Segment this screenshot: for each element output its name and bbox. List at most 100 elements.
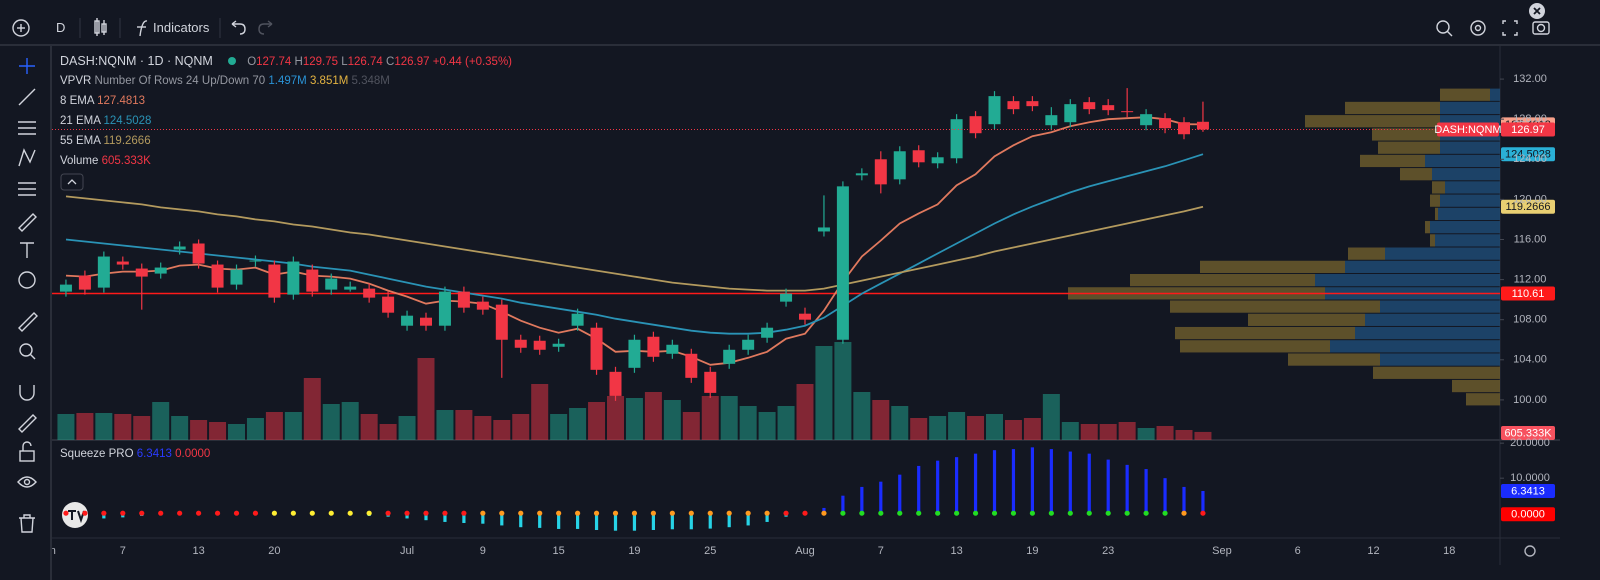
candle-body	[401, 315, 414, 326]
lock-tool[interactable]	[19, 450, 35, 462]
delete-tool[interactable]	[19, 514, 35, 533]
volume-bar	[512, 414, 530, 440]
volume-bar	[1118, 422, 1136, 440]
x-tick-label: 15	[553, 545, 565, 557]
squeeze-dot	[1143, 510, 1149, 516]
squeeze-bar	[557, 513, 561, 529]
squeeze-bar	[519, 513, 523, 528]
y-tick-label: 116.00	[1514, 233, 1547, 245]
volume-bar	[417, 358, 435, 440]
symbol-tag: DASH:NQNM	[1434, 124, 1501, 136]
squeeze-dot	[1010, 510, 1017, 516]
zoom-tool[interactable]	[19, 343, 33, 357]
vpvr-down	[1373, 366, 1500, 379]
icon-tool[interactable]	[18, 271, 36, 289]
squeeze-bar	[1201, 490, 1205, 514]
vpvr-total: 5.348M	[351, 75, 390, 87]
add-symbol-icon[interactable]	[12, 19, 30, 37]
screenshot-icon[interactable]	[1532, 21, 1550, 35]
x-tick-label: 13	[192, 545, 204, 557]
lock-drawings-tool[interactable]	[18, 414, 37, 433]
y-tick-label: 112.00	[1514, 273, 1547, 285]
high-label: H	[294, 56, 303, 68]
magnet-tool[interactable]	[19, 385, 35, 401]
volume-tag: 605.333K	[1504, 427, 1552, 439]
volume-bar	[1042, 394, 1060, 440]
candle-body	[799, 313, 811, 320]
time-axis: Jun 7 13 20 Jul 9 15 19 25 Aug 7 13 19 23 Sep 6 12 18	[52, 545, 1455, 557]
redo-icon[interactable]	[258, 20, 273, 35]
fx-icon[interactable]	[139, 20, 148, 37]
volume-bar	[133, 416, 151, 440]
brush-tool[interactable]	[18, 213, 37, 232]
squeeze-dot	[1086, 510, 1092, 516]
vpvr-up	[1430, 221, 1500, 234]
visibility-tool[interactable]	[17, 476, 37, 488]
trendline-tool[interactable]	[18, 88, 36, 106]
squeeze-dot	[120, 510, 126, 516]
volume-bar	[1194, 431, 1212, 440]
volume-bar	[1061, 422, 1079, 440]
axis-settings-icon[interactable]	[1524, 545, 1536, 557]
ema-line	[65, 195, 1204, 292]
squeeze-bar	[689, 513, 693, 530]
candle-body	[931, 157, 944, 164]
volume-bar	[929, 416, 947, 440]
last-price-tag-bg	[1501, 122, 1555, 137]
legend-ema8: 8 EMA 127.4813	[60, 92, 145, 110]
volume-bar	[1004, 420, 1022, 440]
vpvr-down	[1360, 154, 1425, 168]
volume-name: Volume	[60, 155, 99, 167]
collapse-legend-button[interactable]	[60, 173, 84, 191]
indicators-button[interactable]: Indicators	[153, 20, 210, 35]
candle-body	[552, 343, 565, 347]
candle-body	[817, 227, 830, 232]
candle-body	[761, 327, 774, 338]
squeeze-dot	[593, 510, 600, 516]
squeeze-dot	[196, 510, 202, 516]
vpvr-down	[1430, 194, 1440, 207]
fullscreen-icon[interactable]	[1502, 20, 1518, 36]
squeeze-bar	[651, 513, 655, 530]
alert-icon[interactable]	[1436, 20, 1450, 34]
vpvr-down	[1170, 300, 1380, 313]
candle-body	[1007, 101, 1020, 110]
vpvr-settings: Number Of Rows 24 Up/Down 70	[94, 75, 266, 87]
crosshair-tool[interactable]	[19, 58, 35, 74]
interval-button[interactable]: D	[56, 20, 66, 35]
prediction-tool[interactable]	[18, 182, 36, 196]
x-tick-label: 23	[1102, 545, 1114, 557]
y-tick-label: 120.00	[1513, 193, 1547, 205]
volume-bar	[588, 402, 606, 440]
vpvr-down	[1466, 393, 1500, 406]
vpvr-up	[1355, 326, 1500, 340]
ema-value: 124.5028	[103, 115, 152, 127]
ema-name: 21 EMA	[60, 115, 101, 127]
x-tick-label: 12	[1367, 545, 1379, 557]
ema-value: 127.4813	[97, 95, 146, 107]
vpvr-up	[1330, 340, 1500, 353]
squeeze-dot	[650, 510, 657, 516]
squeeze-dot	[82, 510, 88, 516]
squeeze-dot	[802, 510, 808, 516]
candle-body	[1178, 122, 1190, 135]
squeeze-dot	[442, 510, 448, 516]
volume-bar	[891, 406, 909, 440]
squeeze-dot	[309, 510, 315, 516]
collapse-arrow	[67, 179, 77, 185]
squeeze-zero-tag-bg	[1501, 507, 1555, 522]
ruler-tool[interactable]	[18, 312, 38, 332]
squeeze-bar	[1182, 486, 1186, 514]
high-value: 129.75	[302, 56, 339, 68]
volume-bar	[246, 418, 264, 440]
text-tool[interactable]	[20, 242, 34, 258]
settings-icon[interactable]	[1470, 20, 1486, 36]
undo-icon[interactable]	[231, 20, 246, 35]
squeeze-dot	[347, 510, 353, 516]
candle-body	[230, 269, 243, 285]
fib-tool[interactable]	[18, 121, 36, 135]
candle-body	[325, 278, 338, 290]
pattern-tool[interactable]	[18, 148, 36, 167]
candle-body	[533, 340, 546, 350]
squeeze-bar	[538, 513, 542, 528]
